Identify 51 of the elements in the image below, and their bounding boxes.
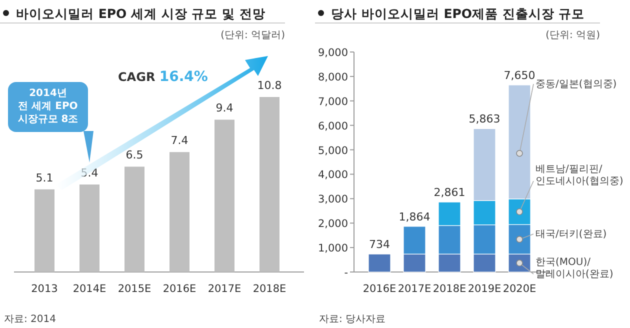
bar (124, 166, 144, 272)
annotation: 2014년 전 세계 EPO 시장규모 8조 (18, 88, 78, 125)
y-tick-label: 6,000 (318, 120, 348, 132)
y-tick-label: 5,000 (318, 144, 348, 157)
series-label: 베트남/필리핀/ 인도네시아(협의중) (536, 164, 624, 187)
data-label: 9.4 (216, 102, 234, 115)
x-tick-label: 2014E (72, 283, 106, 295)
x-tick-label: 2019E (468, 283, 502, 295)
bar (80, 184, 100, 272)
data-label: 7.4 (170, 134, 188, 148)
bar (368, 254, 391, 272)
bar (260, 97, 280, 272)
chart-title: 당사 바이오시밀러 EPO제품 진출시장 규모 (331, 6, 585, 21)
x-tick-label: 2017E (208, 283, 242, 295)
series-label: 태국/터키(완료) (536, 229, 607, 240)
y-tick-label: 4,000 (318, 169, 348, 182)
bar (214, 120, 234, 272)
y-tick-label: 7,000 (318, 96, 348, 108)
data-label: 5.4 (80, 166, 98, 180)
text: CAGR 16.4% (118, 69, 208, 85)
total-label: 1,864 (398, 210, 430, 224)
total-label: 734 (369, 238, 390, 252)
bar (170, 152, 190, 272)
y-tick-label: 8,000 (318, 71, 348, 84)
text: (단위: 억원) (546, 30, 600, 41)
x-tick-label: 2018E (432, 283, 466, 295)
data-label: 10.8 (257, 79, 282, 92)
data-label: 5.1 (36, 171, 54, 184)
series-label: 중동/일본(협의중) (536, 79, 617, 90)
x-tick-label: 2018E (252, 283, 286, 295)
y-tick-label: 9,000 (318, 47, 348, 59)
total-label: 5,863 (468, 112, 500, 126)
text: 자료: 2014 (4, 314, 56, 325)
x-tick-label: 2016E (362, 283, 396, 295)
x-tick-label: 2020E (502, 283, 536, 295)
total-label: 7,650 (504, 69, 536, 82)
y-tick-label: 1,000 (318, 242, 348, 255)
x-tick-label: 2016E (162, 283, 196, 295)
data-label: 6.5 (126, 148, 144, 162)
total-label: 2,861 (434, 186, 466, 200)
x-tick-label: 2017E (398, 283, 432, 295)
text: (단위: 억달러) (220, 30, 286, 41)
bar (34, 189, 54, 272)
y-tick-label: 2,000 (318, 218, 348, 230)
y-tick-label: 3,000 (318, 194, 348, 206)
x-tick-label: 2015E (118, 283, 152, 295)
y-tick-label: - (344, 267, 348, 279)
text: 자료: 당사자료 (319, 314, 386, 325)
series-label: 한국(MOU)/ 말레이시아(완료) (536, 257, 614, 280)
x-tick-label: 2013 (31, 283, 58, 295)
chart-title: 바이오시밀러 EPO 세계 시장 규모 및 전망 (16, 6, 266, 21)
